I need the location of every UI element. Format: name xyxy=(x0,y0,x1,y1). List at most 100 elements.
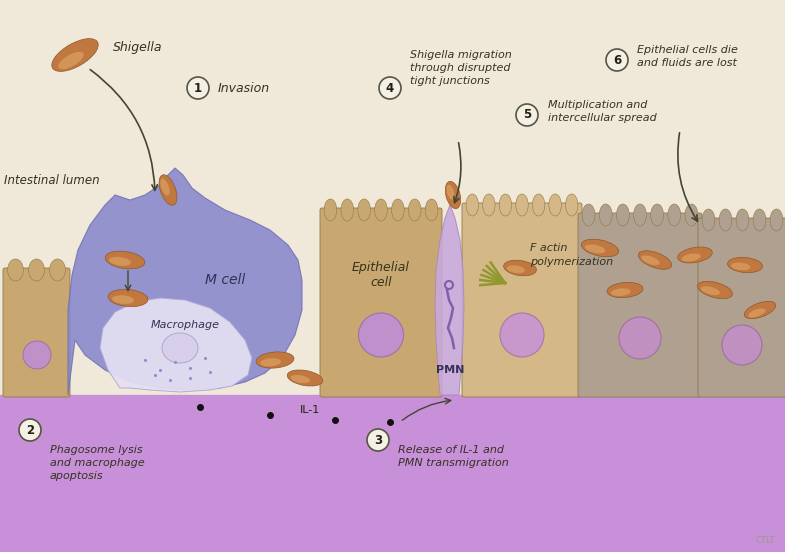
Text: 3: 3 xyxy=(374,433,382,447)
Ellipse shape xyxy=(677,247,712,263)
Ellipse shape xyxy=(287,370,323,386)
Ellipse shape xyxy=(638,251,672,269)
Ellipse shape xyxy=(160,179,170,195)
Text: Intestinal lumen: Intestinal lumen xyxy=(4,173,100,187)
Ellipse shape xyxy=(633,204,646,226)
Circle shape xyxy=(367,429,389,451)
Text: Shigella: Shigella xyxy=(113,41,162,55)
Bar xyxy=(0,395,785,552)
Ellipse shape xyxy=(698,282,732,299)
Ellipse shape xyxy=(731,263,750,270)
Text: Invasion: Invasion xyxy=(218,82,270,94)
Ellipse shape xyxy=(582,204,595,226)
Ellipse shape xyxy=(619,317,661,359)
Text: F actin
polymerization: F actin polymerization xyxy=(530,243,613,267)
Polygon shape xyxy=(435,205,464,395)
Ellipse shape xyxy=(507,266,525,273)
Ellipse shape xyxy=(582,239,619,257)
Text: PMN: PMN xyxy=(436,365,464,375)
Text: Epithelial cells die
and fluids are lost: Epithelial cells die and fluids are lost xyxy=(637,45,738,68)
Ellipse shape xyxy=(256,352,294,368)
Text: 4: 4 xyxy=(386,82,394,94)
Ellipse shape xyxy=(719,209,732,231)
FancyBboxPatch shape xyxy=(3,268,70,397)
FancyBboxPatch shape xyxy=(320,208,442,397)
Ellipse shape xyxy=(392,199,404,221)
Ellipse shape xyxy=(290,375,310,383)
Ellipse shape xyxy=(447,185,455,200)
FancyBboxPatch shape xyxy=(578,213,702,397)
Ellipse shape xyxy=(549,194,561,216)
Ellipse shape xyxy=(565,194,578,216)
Ellipse shape xyxy=(685,204,698,226)
Ellipse shape xyxy=(599,204,612,226)
Circle shape xyxy=(606,49,628,71)
Ellipse shape xyxy=(49,259,65,281)
Ellipse shape xyxy=(728,257,762,273)
Ellipse shape xyxy=(616,204,630,226)
Text: Multiplication and
intercellular spread: Multiplication and intercellular spread xyxy=(548,100,657,123)
Text: 5: 5 xyxy=(523,109,531,121)
Ellipse shape xyxy=(500,313,544,357)
Ellipse shape xyxy=(770,209,783,231)
Ellipse shape xyxy=(425,199,438,221)
Ellipse shape xyxy=(58,52,84,69)
FancyBboxPatch shape xyxy=(462,203,582,397)
Ellipse shape xyxy=(681,253,701,262)
Ellipse shape xyxy=(260,358,281,367)
Text: 2: 2 xyxy=(26,423,34,437)
Text: Epithelial
cell: Epithelial cell xyxy=(352,261,410,289)
Circle shape xyxy=(516,104,538,126)
Ellipse shape xyxy=(445,182,461,209)
Ellipse shape xyxy=(748,309,765,317)
Text: 1: 1 xyxy=(194,82,202,94)
Text: Release of IL-1 and
PMN transmigration: Release of IL-1 and PMN transmigration xyxy=(398,445,509,468)
FancyBboxPatch shape xyxy=(698,218,785,397)
Ellipse shape xyxy=(28,259,45,281)
Ellipse shape xyxy=(324,199,337,221)
Ellipse shape xyxy=(52,39,98,71)
Text: Phagosome lysis
and macrophage
apoptosis: Phagosome lysis and macrophage apoptosis xyxy=(50,445,144,481)
Ellipse shape xyxy=(504,260,536,276)
Ellipse shape xyxy=(702,209,715,231)
Ellipse shape xyxy=(109,257,131,266)
Ellipse shape xyxy=(8,259,24,281)
Ellipse shape xyxy=(374,199,387,221)
Ellipse shape xyxy=(105,251,145,269)
Text: Shigella migration
through disrupted
tight junctions: Shigella migration through disrupted tig… xyxy=(410,50,512,87)
Circle shape xyxy=(379,77,401,99)
Ellipse shape xyxy=(112,295,134,304)
Ellipse shape xyxy=(722,325,762,365)
Ellipse shape xyxy=(108,289,148,307)
Text: CTLT: CTLT xyxy=(756,536,775,545)
Ellipse shape xyxy=(466,194,479,216)
Text: M cell: M cell xyxy=(205,273,245,287)
Ellipse shape xyxy=(701,286,720,295)
Ellipse shape xyxy=(408,199,421,221)
Text: IL-1: IL-1 xyxy=(300,405,320,415)
Ellipse shape xyxy=(607,283,643,298)
Ellipse shape xyxy=(159,175,177,205)
Ellipse shape xyxy=(611,288,630,296)
Ellipse shape xyxy=(651,204,663,226)
Ellipse shape xyxy=(585,245,605,253)
Ellipse shape xyxy=(641,256,659,265)
Polygon shape xyxy=(68,168,302,395)
Circle shape xyxy=(19,419,41,441)
Polygon shape xyxy=(100,298,252,392)
Ellipse shape xyxy=(358,199,371,221)
Ellipse shape xyxy=(359,313,403,357)
Ellipse shape xyxy=(516,194,528,216)
Ellipse shape xyxy=(668,204,681,226)
Ellipse shape xyxy=(753,209,766,231)
Ellipse shape xyxy=(744,301,776,319)
Text: Macrophage: Macrophage xyxy=(151,320,220,330)
Ellipse shape xyxy=(532,194,545,216)
Ellipse shape xyxy=(499,194,512,216)
Ellipse shape xyxy=(341,199,353,221)
Text: 6: 6 xyxy=(613,54,621,66)
Ellipse shape xyxy=(736,209,749,231)
Ellipse shape xyxy=(23,341,51,369)
Ellipse shape xyxy=(162,333,198,363)
Circle shape xyxy=(187,77,209,99)
